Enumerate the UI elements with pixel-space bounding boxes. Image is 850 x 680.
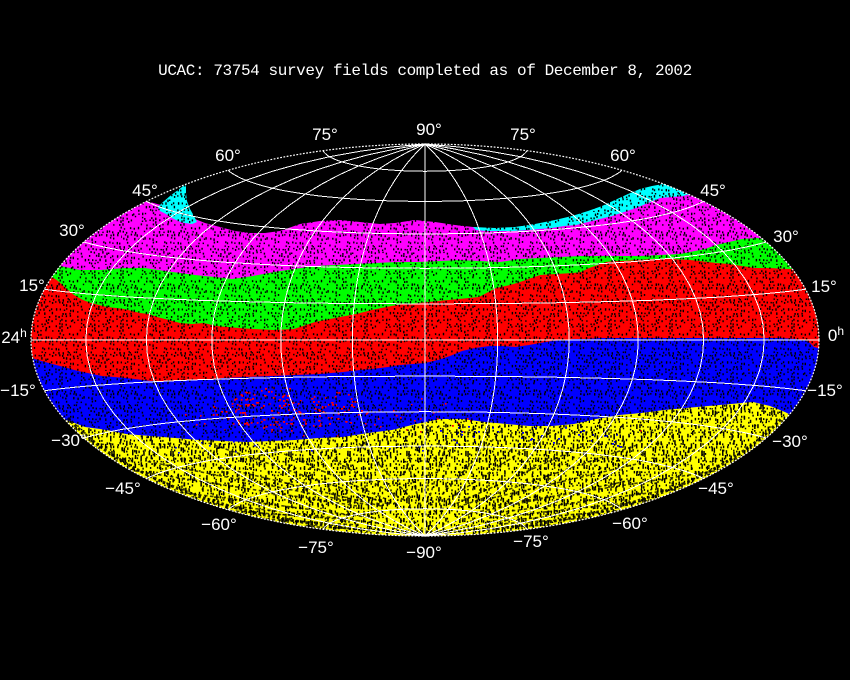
svg-text:60°: 60° bbox=[610, 146, 636, 165]
svg-text:−45°: −45° bbox=[698, 479, 734, 498]
svg-text:−60°: −60° bbox=[612, 514, 648, 533]
svg-text:−30°: −30° bbox=[51, 431, 87, 450]
svg-text:45°: 45° bbox=[700, 181, 726, 200]
svg-text:−75°: −75° bbox=[298, 538, 334, 557]
svg-text:−75°: −75° bbox=[513, 532, 549, 551]
svg-text:45°: 45° bbox=[132, 181, 158, 200]
svg-text:−15°: −15° bbox=[807, 381, 843, 400]
svg-text:15°: 15° bbox=[811, 277, 837, 296]
svg-text:−15°: −15° bbox=[0, 381, 36, 400]
svg-text:−30°: −30° bbox=[772, 432, 808, 451]
svg-text:15°: 15° bbox=[19, 276, 45, 295]
svg-text:−45°: −45° bbox=[105, 479, 141, 498]
svg-text:−60°: −60° bbox=[201, 515, 237, 534]
svg-text:30°: 30° bbox=[773, 227, 799, 246]
svg-text:−90°: −90° bbox=[406, 543, 442, 562]
svg-text:30°: 30° bbox=[59, 221, 85, 240]
svg-text:90°: 90° bbox=[416, 120, 442, 139]
svg-text:75°: 75° bbox=[312, 125, 338, 144]
svg-text:60°: 60° bbox=[215, 146, 241, 165]
svg-text:75°: 75° bbox=[510, 125, 536, 144]
